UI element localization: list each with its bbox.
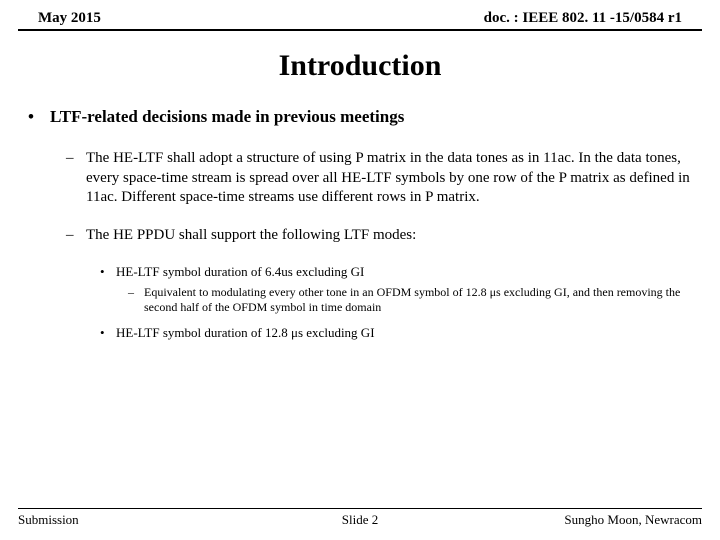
header-date: May 2015 (38, 10, 101, 27)
page-title: Introduction (0, 49, 720, 83)
dash-marker: – (128, 285, 144, 316)
dash-marker: – (66, 149, 86, 208)
bullet-level1: • LTF-related decisions made in previous… (28, 107, 692, 127)
bullet-level2: – The HE-LTF shall adopt a structure of … (66, 149, 692, 208)
content-area: • LTF-related decisions made in previous… (0, 107, 720, 341)
header-doc: doc. : IEEE 802. 11 -15/0584 r1 (484, 10, 682, 27)
bullet-level3: • HE-LTF symbol duration of 6.4us exclud… (100, 263, 692, 281)
bullet-text: HE-LTF symbol duration of 12.8 μs exclud… (116, 324, 375, 342)
bullet-text: LTF-related decisions made in previous m… (50, 107, 404, 127)
dash-marker: – (66, 226, 86, 246)
bullet-marker: • (100, 263, 116, 281)
bullet-text: The HE-LTF shall adopt a structure of us… (86, 149, 692, 208)
header-bar: May 2015 doc. : IEEE 802. 11 -15/0584 r1 (18, 0, 702, 31)
bullet-level2: – The HE PPDU shall support the followin… (66, 226, 692, 246)
bullet-marker: • (100, 324, 116, 342)
footer-bar: Submission Slide 2 Sungho Moon, Newracom (18, 508, 702, 528)
bullet-level4: – Equivalent to modulating every other t… (128, 285, 692, 316)
footer-center: Slide 2 (18, 512, 702, 528)
bullet-marker: • (28, 107, 50, 127)
bullet-level3: • HE-LTF symbol duration of 12.8 μs excl… (100, 324, 692, 342)
bullet-text: HE-LTF symbol duration of 6.4us excludin… (116, 263, 364, 281)
bullet-text: The HE PPDU shall support the following … (86, 226, 416, 246)
bullet-text: Equivalent to modulating every other ton… (144, 285, 692, 316)
